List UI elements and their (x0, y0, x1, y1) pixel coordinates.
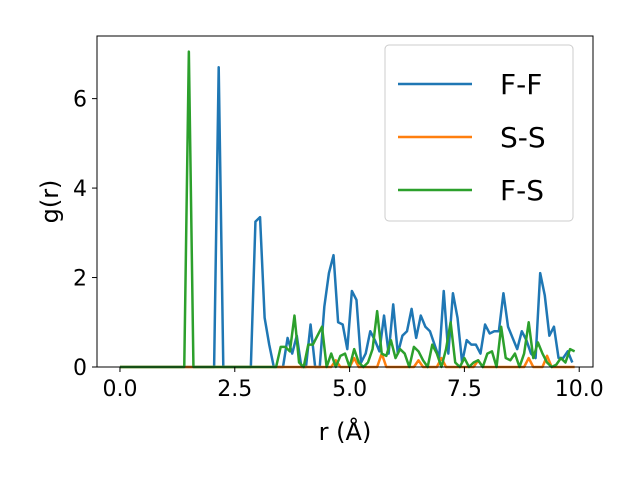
x-tick-label: 2.5 (217, 377, 252, 402)
y-tick-label: 2 (73, 267, 87, 292)
axis-layer: 0.0 2.5 5.0 7.5 10.0 0 2 4 6 (73, 88, 604, 402)
legend-label-f-s: F-S (500, 174, 544, 207)
series-line-f-s (119, 50, 576, 369)
y-tick-label: 4 (73, 177, 87, 202)
y-tick-label: 6 (73, 88, 87, 113)
x-axis-label: r (Å) (319, 417, 372, 446)
x-tick-label: 10.0 (555, 377, 604, 402)
x-tick-label: 5.0 (332, 377, 367, 402)
x-tick-label: 7.5 (447, 377, 482, 402)
x-tick-label: 0.0 (102, 377, 137, 402)
legend-label-s-s: S-S (500, 121, 546, 154)
legend-box (384, 44, 574, 222)
legend: F-F S-S F-S (384, 44, 574, 222)
legend-label-f-f: F-F (500, 68, 542, 101)
series-line-f-f (119, 66, 574, 369)
y-axis-label: g(r) (36, 180, 64, 224)
plot-frame (96, 35, 594, 368)
y-tick-label: 0 (73, 356, 87, 381)
